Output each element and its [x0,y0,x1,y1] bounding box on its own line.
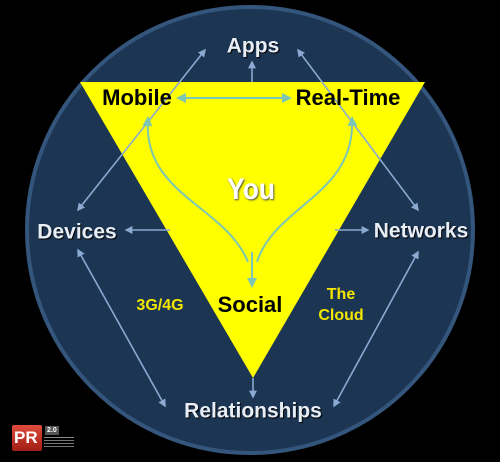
label-3g-4g: 3G/4G [136,297,184,314]
pr-logo-version: 2.0 [45,426,59,435]
label-real-time: Real-Time [295,85,401,110]
arrow-devices-to-relationships [77,248,166,408]
label-the-cloud: The Cloud [318,285,363,327]
label-cloud-line1: The [326,286,356,304]
node-apps: Apps [226,34,280,58]
label-cloud-line2: Cloud [318,307,364,324]
pr-logo-text: PR [14,428,38,447]
pr-logo: PR 2.0 [12,425,74,451]
node-relationships: Relationships [184,399,322,423]
curve-mobile-to-social [142,116,249,263]
label-social: Social [217,292,283,317]
node-networks: Networks [373,219,469,243]
inner-arrows [142,93,358,288]
label-you: You [227,173,275,206]
arrow-apps-to-networks [297,48,419,212]
pr-logo-box: PR [12,425,42,451]
curve-realtime-to-social [256,116,358,263]
pr-logo-subtitle-lines [44,437,74,450]
arrow-networks-to-relationships [333,250,419,408]
outer-arrows [77,48,419,408]
node-devices: Devices [37,220,117,244]
arrow-apps-to-devices [77,48,206,212]
label-mobile: Mobile [102,85,172,110]
